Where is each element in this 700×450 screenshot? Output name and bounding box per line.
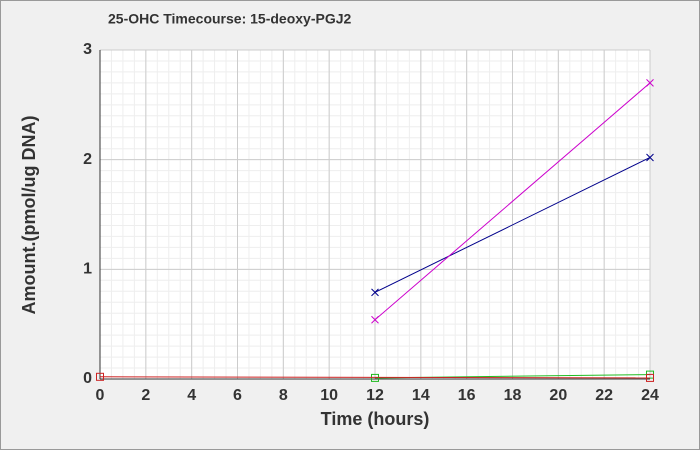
marker — [646, 373, 654, 382]
marker — [371, 288, 379, 297]
marker — [96, 372, 104, 381]
marker — [371, 315, 379, 324]
y-tick-label: 1 — [83, 261, 92, 278]
marker — [646, 153, 654, 162]
marker-stroke — [646, 153, 654, 162]
marker-stroke — [371, 288, 379, 297]
chart-title: 25-OHC Timecourse: 15-deoxy-PGJ2 — [108, 11, 351, 27]
x-tick-label: 20 — [549, 387, 567, 404]
x-tick-label: 4 — [187, 387, 196, 404]
y-axis-label: Amount.(pmol/ug DNA) — [19, 116, 39, 315]
series-line — [374, 157, 651, 293]
marker-stroke — [646, 79, 654, 87]
marker — [646, 79, 654, 87]
x-tick-label: 2 — [141, 387, 150, 404]
y-tick-label: 3 — [83, 41, 92, 58]
y-tick-label: 0 — [83, 370, 92, 387]
y-tick-label: 2 — [83, 151, 92, 168]
series-line — [99, 376, 651, 379]
marker-stroke — [371, 315, 379, 324]
x-tick-label: 0 — [96, 387, 105, 404]
x-tick-label: 10 — [320, 387, 338, 404]
x-tick-label: 24 — [641, 387, 659, 404]
x-tick-label: 16 — [458, 387, 476, 404]
x-tick-label: 12 — [366, 387, 384, 404]
x-tick-label: 14 — [412, 387, 430, 404]
x-tick-label: 8 — [279, 387, 288, 404]
x-axis-label: Time (hours) — [321, 409, 430, 429]
x-tick-label: 22 — [595, 387, 613, 404]
series-line — [374, 82, 651, 321]
x-tick-label: 6 — [233, 387, 242, 404]
x-tick-label: 18 — [504, 387, 522, 404]
marker — [371, 373, 379, 382]
